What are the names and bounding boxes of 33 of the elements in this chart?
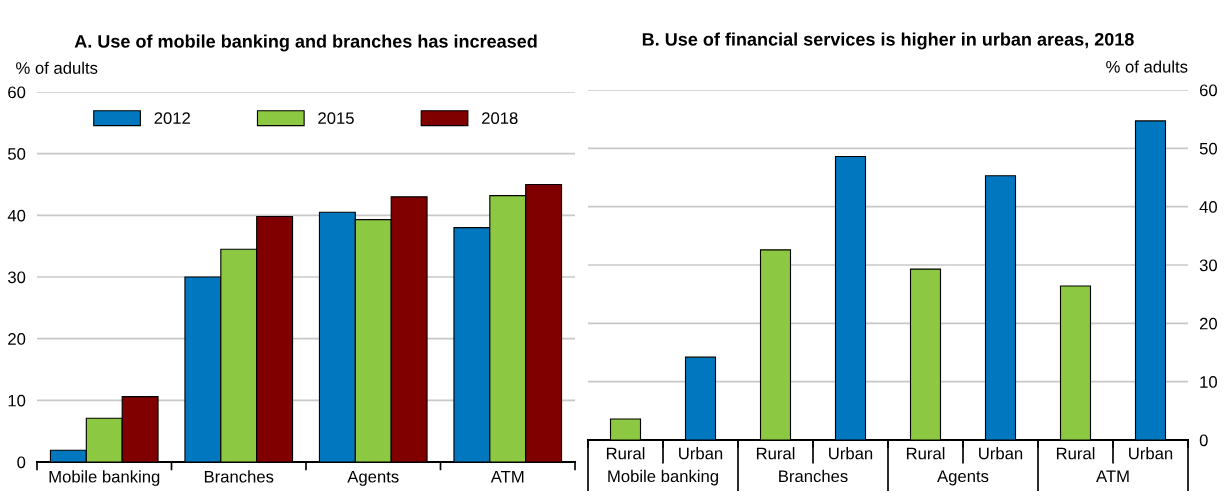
chart-title: A. Use of mobile banking and branches has increased — [74, 34, 537, 52]
x-tick-label: Urban — [1129, 447, 1173, 460]
y-tick-label: 20 — [8, 333, 26, 345]
x-tick-label: Agents — [347, 470, 399, 486]
y-tick-label: 60 — [8, 86, 26, 99]
x-tick-label: Rural — [1056, 447, 1095, 460]
y2-tick-label: 40 — [1199, 201, 1217, 213]
x-tick-label: Rural — [756, 447, 795, 460]
chart-title: B. Use of financial services is higher in urban areas, 2018 — [642, 32, 1134, 50]
y2-tick-label: 30 — [1199, 259, 1217, 272]
y-tick-label: 0 — [17, 456, 26, 469]
y2-axis-title: % of adults — [1106, 60, 1188, 73]
legend-label: 2012 — [154, 112, 190, 125]
x-tick-label: Branches — [204, 470, 274, 483]
y2-tick-label: 50 — [1199, 142, 1217, 155]
x-tick-label: Rural — [906, 447, 945, 460]
y-tick-label: 40 — [7, 209, 26, 222]
x-tick-label: Urban — [829, 447, 873, 460]
y2-tick-label: 60 — [1199, 84, 1217, 97]
x-tick-label: Urban — [679, 447, 723, 460]
y2-tick-label: 10 — [1200, 376, 1217, 388]
x-tick-label: Rural — [606, 447, 645, 460]
y-axis-title: % of adults — [16, 61, 98, 74]
y2-tick-label: 0 — [1199, 434, 1208, 447]
x-tick-label: ATM — [490, 470, 524, 483]
y-tick-label: 50 — [8, 148, 26, 160]
y-tick-label: 30 — [7, 271, 26, 284]
y-tick-label: 10 — [8, 394, 26, 407]
legend-label: 2018 — [482, 112, 518, 125]
legend-label: 2015 — [318, 112, 354, 125]
y2-tick-label: 20 — [1199, 317, 1217, 330]
x-tick-label: Urban — [979, 447, 1023, 460]
x-tick-label: Mobile banking — [49, 470, 160, 486]
